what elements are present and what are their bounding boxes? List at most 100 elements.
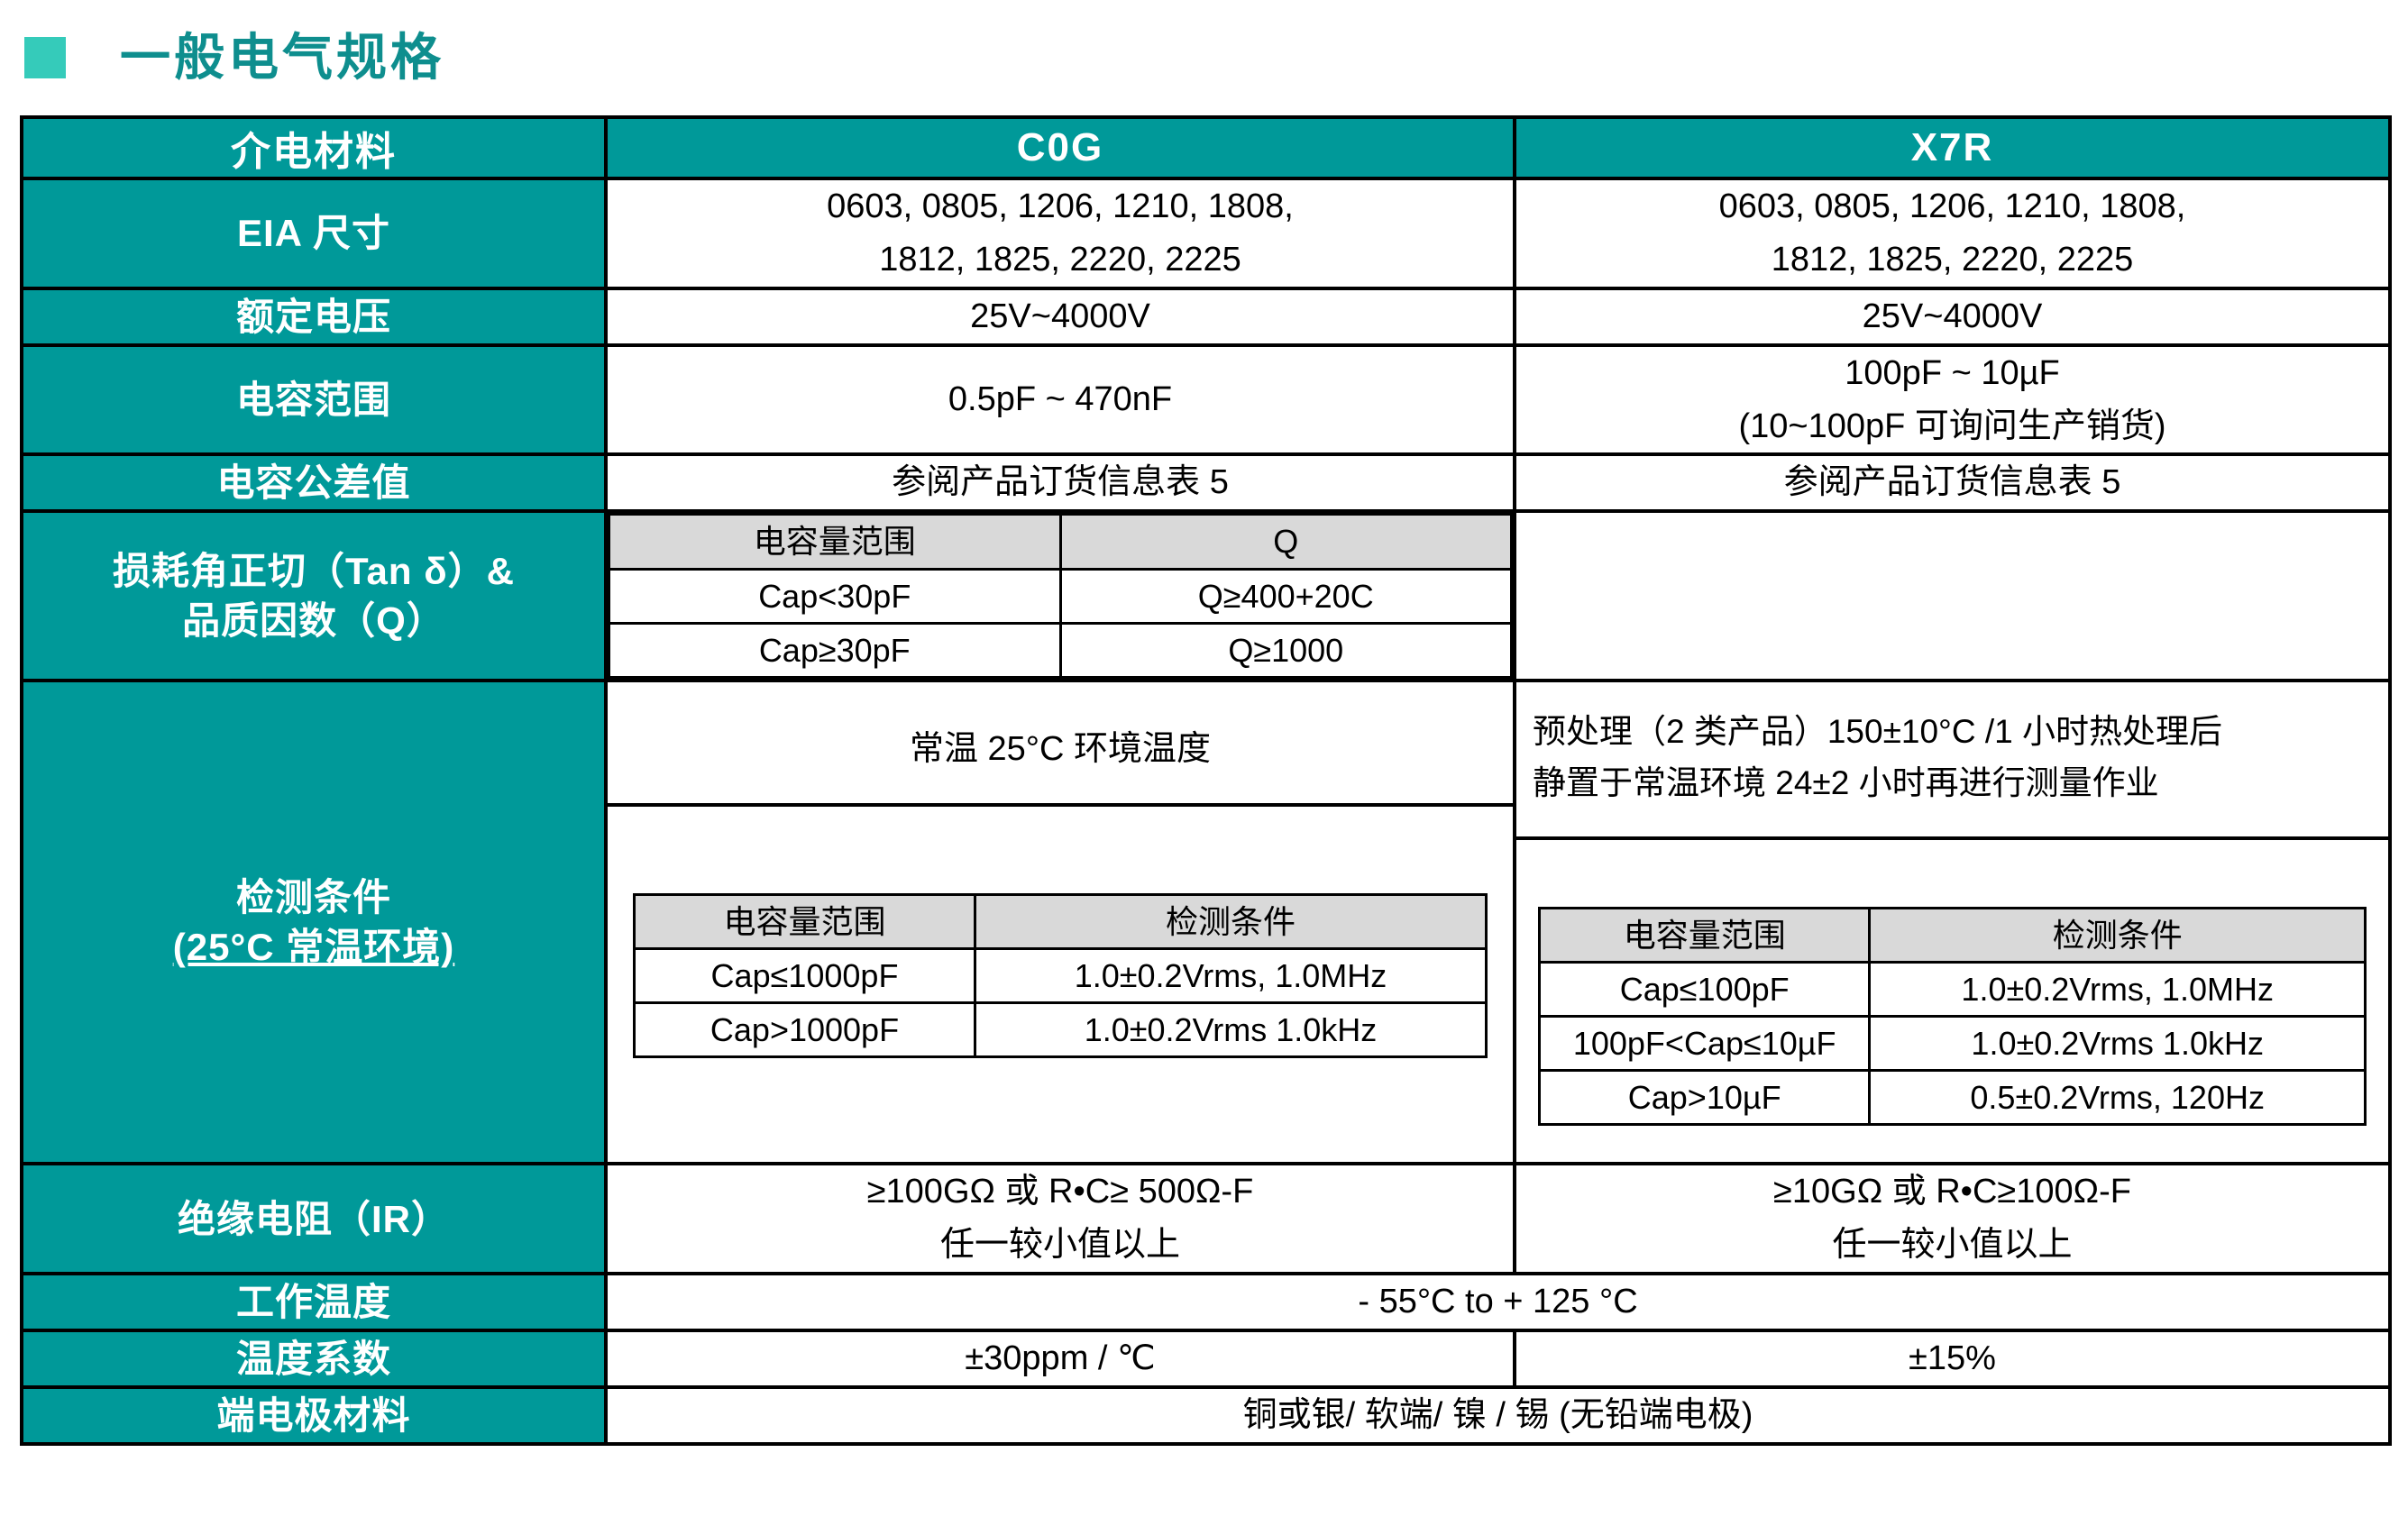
inner-header-row: 电容量范围 检测条件 xyxy=(1537,906,2367,964)
inner-header-cap-range: 电容量范围 xyxy=(1537,906,1872,964)
inner-table-row: Cap≥30pF Q≥1000 xyxy=(608,621,1513,679)
cell-c0g-capacitance-range: 0.5pF ~ 470nF xyxy=(604,343,1516,457)
text-line: 常温 25°C 环境温度 xyxy=(909,729,1212,768)
cell-x7r-test-conditions: 预处理（2 类产品）150±10°C /1 小时热处理后 静置于常温环境 24±… xyxy=(1513,678,2392,1166)
table-row: 电容范围 0.5pF ~ 470nF 100pF ~ 10µF (10~100p… xyxy=(20,343,2392,457)
inner-cell: Q≥1000 xyxy=(1058,621,1513,679)
inner-cell: 1.0±0.2Vrms 1.0kHz xyxy=(974,1001,1488,1059)
table-row: 端电极材料 铜或银/ 软端/ 镍 / 锡 (无铅端电极) xyxy=(20,1384,2392,1446)
inner-header-row: 电容量范围 检测条件 xyxy=(633,892,1488,950)
inner-table-x7r-test: 电容量范围 检测条件 Cap≤100pF 1.0±0.2Vrms, 1.0MHz… xyxy=(1537,906,2367,1127)
text-line: 检测条件 xyxy=(235,875,391,918)
inner-cell: 100pF<Cap≤10µF xyxy=(1537,1014,1872,1073)
inner-table-row: Cap≤1000pF 1.0±0.2Vrms, 1.0MHz xyxy=(633,946,1488,1005)
cell-c0g-eia-size: 0603, 0805, 1206, 1210, 1808, 1812, 1825… xyxy=(604,177,1516,290)
inner-table-row: 100pF<Cap≤10µF 1.0±0.2Vrms 1.0kHz xyxy=(1537,1014,2367,1073)
cell-x7r-capacitance-tolerance: 参阅产品订货信息表 5 xyxy=(1513,452,2392,514)
header-cell-dielectric: 介电材料 xyxy=(20,115,608,180)
cell-x7r-rated-voltage: 25V~4000V xyxy=(1513,286,2392,347)
cell-c0g-rated-voltage: 25V~4000V xyxy=(604,286,1516,347)
cell-electrode-material: 铜或银/ 软端/ 镍 / 锡 (无铅端电极) xyxy=(604,1384,2392,1446)
inner-table-c0g-test: 电容量范围 检测条件 Cap≤1000pF 1.0±0.2Vrms, 1.0MH… xyxy=(633,892,1488,1059)
inner-header-q: Q xyxy=(1058,513,1513,571)
inner-header-cap-range: 电容量范围 xyxy=(633,892,976,950)
table-row: 电容公差值 参阅产品订货信息表 5 参阅产品订货信息表 5 xyxy=(20,452,2392,514)
row-label-capacitance-range: 电容范围 xyxy=(20,343,608,457)
table-row: EIA 尺寸 0603, 0805, 1206, 1210, 1808, 181… xyxy=(20,177,2392,290)
table-row-tan-delta-q: 损耗角正切（Tan δ）& 品质因数（Q） 电容量范围 Q Cap<30pF xyxy=(20,509,2392,682)
row-label-capacitance-tolerance: 电容公差值 xyxy=(20,452,608,514)
inner-table-row: Cap>1000pF 1.0±0.2Vrms 1.0kHz xyxy=(633,1001,1488,1059)
cell-c0g-capacitance-tolerance: 参阅产品订货信息表 5 xyxy=(604,452,1516,514)
cell-c0g-tan-delta-q: 电容量范围 Q Cap<30pF Q≥400+20C Cap≥30pF Q≥10… xyxy=(604,509,1516,682)
inner-table-c0g-q: 电容量范围 Q Cap<30pF Q≥400+20C Cap≥30pF Q≥10… xyxy=(608,513,1513,679)
inner-cell: 1.0±0.2Vrms, 1.0MHz xyxy=(1868,960,2367,1018)
inner-cell: Cap≤1000pF xyxy=(633,946,976,1005)
inner-table-wrap-c0g: 电容量范围 检测条件 Cap≤1000pF 1.0±0.2Vrms, 1.0MH… xyxy=(608,807,1513,1146)
row-label-electrode-material: 端电极材料 xyxy=(20,1384,608,1446)
table-row: 工作温度 - 55°C to + 125 °C xyxy=(20,1272,2392,1333)
inner-table-row: Cap>10µF 0.5±0.2Vrms, 120Hz xyxy=(1537,1069,2367,1127)
text-line: 任一较小值以上 xyxy=(939,1226,1180,1265)
row-label-operating-temperature: 工作温度 xyxy=(20,1272,608,1333)
table-row: 温度系数 ±30ppm / ℃ ±15% xyxy=(20,1329,2392,1389)
inner-cell: Cap≥30pF xyxy=(608,621,1062,679)
text-line: (10~100pF 可询问生产销货) xyxy=(1738,407,2166,445)
inner-cell: 1.0±0.2Vrms 1.0kHz xyxy=(1868,1014,2367,1073)
cell-x7r-temperature-coefficient: ±15% xyxy=(1513,1329,2392,1389)
note-c0g-ambient: 常温 25°C 环境温度 xyxy=(608,699,1513,807)
cell-c0g-temperature-coefficient: ±30ppm / ℃ xyxy=(604,1329,1516,1389)
text-line: ≥10GΩ 或 R•C≥100Ω-F xyxy=(1773,1173,2131,1211)
cell-c0g-insulation-resistance: ≥100GΩ 或 R•C≥ 500Ω-F 任一较小值以上 xyxy=(604,1162,1516,1276)
inner-header-row: 电容量范围 Q xyxy=(608,513,1513,571)
inner-table-wrap-x7r: 电容量范围 检测条件 Cap≤100pF 1.0±0.2Vrms, 1.0MHz… xyxy=(1516,840,2388,1163)
inner-table-row: Cap≤100pF 1.0±0.2Vrms, 1.0MHz xyxy=(1537,960,2367,1018)
text-line: 品质因数（Q） xyxy=(182,599,445,643)
text-line: 1812, 1825, 2220, 2225 xyxy=(879,240,1241,279)
text-line: 任一较小值以上 xyxy=(1832,1226,2073,1265)
text-line: 0603, 0805, 1206, 1210, 1808, xyxy=(1718,187,2186,225)
page-heading: 一般电气规格 xyxy=(0,0,2408,115)
inner-cell: 0.5±0.2Vrms, 120Hz xyxy=(1868,1069,2367,1127)
general-electrical-spec-table: 介电材料 C0G X7R EIA 尺寸 0603, 0805, 1206, 12… xyxy=(20,115,2392,1446)
cell-x7r-tan-delta-q-empty xyxy=(1513,509,2392,682)
inner-header-test-condition: 检测条件 xyxy=(974,892,1488,950)
cell-c0g-test-conditions: 常温 25°C 环境温度 电容量范围 检测条件 Cap≤10 xyxy=(604,678,1516,1166)
text-line: 1812, 1825, 2220, 2225 xyxy=(1771,240,2134,279)
cell-operating-temperature: - 55°C to + 125 °C xyxy=(604,1272,2392,1333)
row-label-test-conditions: 检测条件 (25°C 常温环境) xyxy=(20,678,608,1166)
cell-x7r-eia-size: 0603, 0805, 1206, 1210, 1808, 1812, 1825… xyxy=(1513,177,2392,290)
header-cell-c0g: C0G xyxy=(604,115,1516,180)
text-line: 预处理（2 类产品）150±10°C /1 小时热处理后 xyxy=(1533,712,2222,750)
header-cell-x7r: X7R xyxy=(1513,115,2392,180)
row-label-insulation-resistance: 绝缘电阻（IR） xyxy=(20,1162,608,1276)
text-line: ≥100GΩ 或 R•C≥ 500Ω-F xyxy=(866,1173,1254,1211)
table-row: 额定电压 25V~4000V 25V~4000V xyxy=(20,286,2392,347)
inner-cell: 1.0±0.2Vrms, 1.0MHz xyxy=(974,946,1488,1005)
cell-x7r-insulation-resistance: ≥10GΩ 或 R•C≥100Ω-F 任一较小值以上 xyxy=(1513,1162,2392,1276)
row-label-tan-delta-q: 损耗角正切（Tan δ）& 品质因数（Q） xyxy=(20,509,608,682)
inner-cell: Cap≤100pF xyxy=(1537,960,1872,1018)
row-label-temperature-coefficient: 温度系数 xyxy=(20,1329,608,1389)
inner-header-cap-range: 电容量范围 xyxy=(608,513,1062,571)
inner-header-test-condition: 检测条件 xyxy=(1868,906,2367,964)
text-line: 100pF ~ 10µF xyxy=(1845,353,2060,392)
row-label-eia-size: EIA 尺寸 xyxy=(20,177,608,290)
table-header-row: 介电材料 C0G X7R xyxy=(20,115,2392,180)
text-line: 静置于常温环境 24±2 小时再进行测量作业 xyxy=(1533,764,2159,802)
square-bullet-icon xyxy=(24,37,66,78)
inner-cell: Cap>1000pF xyxy=(633,1001,976,1059)
inner-cell: Q≥400+20C xyxy=(1058,567,1513,625)
inner-table-row: Cap<30pF Q≥400+20C xyxy=(608,567,1513,625)
cell-x7r-capacitance-range: 100pF ~ 10µF (10~100pF 可询问生产销货) xyxy=(1513,343,2392,457)
page-title: 一般电气规格 xyxy=(120,29,444,86)
row-label-rated-voltage: 额定电压 xyxy=(20,286,608,347)
text-line: (25°C 常温环境) xyxy=(172,926,455,969)
inner-cell: Cap>10µF xyxy=(1537,1069,1872,1127)
text-line: 0603, 0805, 1206, 1210, 1808, xyxy=(827,187,1294,225)
table-row-test-conditions: 检测条件 (25°C 常温环境) 常温 25°C 环境温度 电容量范围 xyxy=(20,678,2392,1166)
note-x7r-pretreatment: 预处理（2 类产品）150±10°C /1 小时热处理后 静置于常温环境 24±… xyxy=(1516,682,2388,840)
text-line: 损耗角正切（Tan δ）& xyxy=(112,549,516,592)
table-row: 绝缘电阻（IR） ≥100GΩ 或 R•C≥ 500Ω-F 任一较小值以上 ≥1… xyxy=(20,1162,2392,1276)
